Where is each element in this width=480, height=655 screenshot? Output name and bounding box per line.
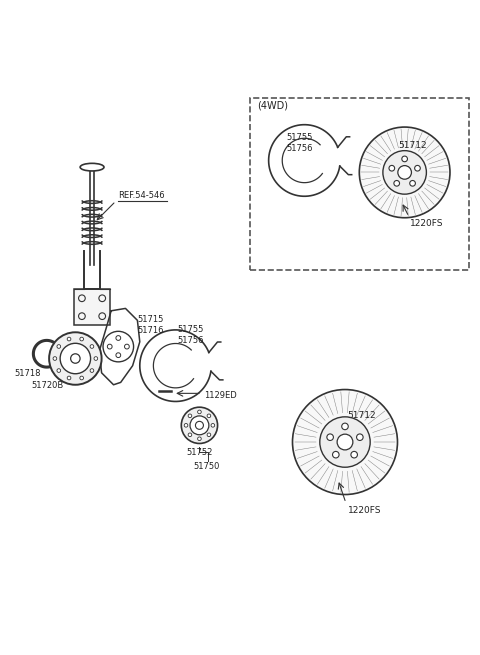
Circle shape [333, 451, 339, 458]
Text: 51712: 51712 [398, 141, 427, 150]
Circle shape [67, 376, 71, 380]
Text: 51712: 51712 [348, 411, 376, 420]
Circle shape [49, 332, 102, 384]
Ellipse shape [80, 163, 104, 171]
Circle shape [351, 451, 358, 458]
Circle shape [90, 369, 94, 373]
Text: 51718: 51718 [15, 369, 41, 379]
Circle shape [195, 421, 204, 429]
Circle shape [184, 424, 188, 427]
Circle shape [342, 423, 348, 430]
Circle shape [398, 166, 411, 179]
Circle shape [211, 424, 215, 427]
Circle shape [53, 357, 57, 360]
Circle shape [198, 437, 201, 441]
Text: 51755
51756: 51755 51756 [287, 133, 313, 153]
Text: (4WD): (4WD) [257, 101, 288, 111]
Text: 51715
51716: 51715 51716 [137, 314, 164, 335]
Circle shape [410, 181, 415, 186]
Circle shape [188, 433, 192, 437]
Text: 1220FS: 1220FS [410, 219, 444, 228]
Circle shape [80, 376, 84, 380]
Circle shape [67, 337, 71, 341]
Circle shape [207, 414, 211, 418]
Circle shape [357, 434, 363, 440]
Circle shape [415, 166, 420, 171]
Circle shape [360, 127, 450, 217]
Text: REF.54-546: REF.54-546 [118, 191, 165, 200]
Circle shape [198, 410, 201, 414]
Circle shape [71, 354, 80, 364]
Circle shape [80, 337, 84, 341]
Bar [250, 98, 469, 271]
Circle shape [94, 357, 97, 360]
Bar [74, 290, 110, 325]
Circle shape [327, 434, 334, 440]
Circle shape [394, 181, 399, 186]
Circle shape [188, 414, 192, 418]
Text: 1220FS: 1220FS [348, 506, 381, 515]
Circle shape [389, 166, 395, 171]
Circle shape [190, 416, 209, 435]
Circle shape [383, 151, 426, 194]
Circle shape [207, 433, 211, 437]
Text: 51750: 51750 [193, 462, 220, 471]
Circle shape [337, 434, 353, 450]
Circle shape [320, 417, 370, 467]
Circle shape [90, 345, 94, 348]
Circle shape [292, 390, 397, 495]
Circle shape [60, 343, 91, 374]
Circle shape [57, 369, 60, 373]
Text: 1129ED: 1129ED [204, 391, 237, 400]
Circle shape [103, 331, 133, 362]
Circle shape [181, 407, 217, 443]
Text: 51755
51756: 51755 51756 [177, 325, 204, 345]
Circle shape [57, 345, 60, 348]
Circle shape [402, 156, 408, 162]
Text: 51752: 51752 [187, 448, 213, 457]
Text: 51720B: 51720B [31, 381, 63, 390]
